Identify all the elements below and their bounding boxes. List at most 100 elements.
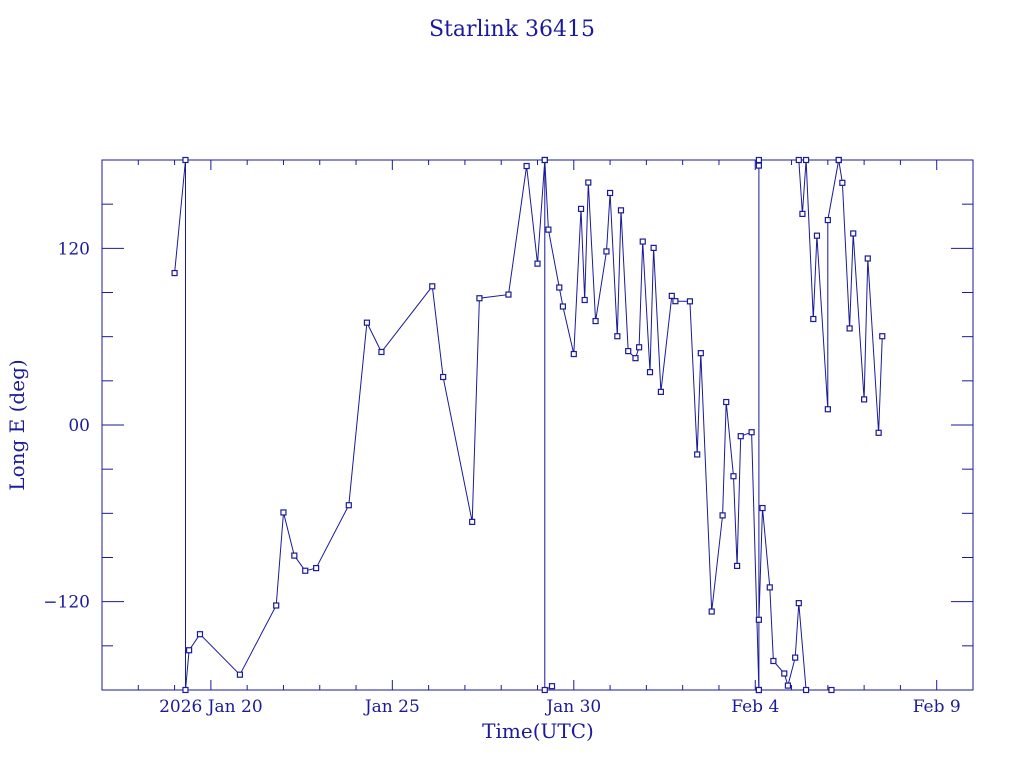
data-point bbox=[846, 325, 853, 332]
data-point bbox=[766, 584, 773, 591]
data-point bbox=[755, 162, 762, 169]
data-point bbox=[570, 350, 577, 358]
data-point bbox=[813, 232, 821, 239]
data-point bbox=[802, 156, 810, 164]
data-point bbox=[646, 369, 654, 376]
data-point bbox=[737, 433, 744, 440]
data-point bbox=[694, 451, 701, 458]
data-point bbox=[784, 682, 792, 689]
data-point bbox=[810, 315, 817, 323]
plot-area bbox=[101, 159, 974, 691]
chart-title: Starlink 36415 bbox=[429, 17, 595, 42]
data-point bbox=[686, 298, 694, 305]
data-point bbox=[378, 348, 385, 356]
plot-frame bbox=[101, 159, 974, 691]
plot-series bbox=[171, 156, 886, 694]
data-point bbox=[850, 230, 857, 237]
data-point bbox=[363, 319, 371, 326]
data-point bbox=[723, 398, 730, 406]
series-line bbox=[544, 159, 760, 691]
data-point bbox=[548, 683, 556, 690]
x-axis-label: Time(UTC) bbox=[482, 719, 594, 743]
data-point bbox=[469, 518, 476, 525]
series-line bbox=[838, 159, 883, 433]
data-point bbox=[697, 350, 704, 357]
data-point bbox=[795, 600, 802, 607]
data-point bbox=[719, 512, 726, 519]
data-point bbox=[770, 657, 777, 665]
data-point bbox=[585, 179, 592, 186]
data-point bbox=[672, 298, 679, 305]
data-point bbox=[534, 260, 541, 267]
data-point bbox=[313, 564, 320, 572]
data-point bbox=[824, 216, 831, 224]
data-point bbox=[759, 504, 766, 512]
data-point bbox=[625, 347, 632, 355]
data-point bbox=[839, 179, 846, 186]
x-tick-label: Jan 25 bbox=[363, 697, 420, 717]
data-point bbox=[581, 296, 588, 304]
data-point bbox=[755, 156, 762, 164]
y-tick-label: −120 bbox=[43, 593, 90, 613]
data-point bbox=[236, 671, 244, 678]
data-point bbox=[802, 686, 810, 694]
x-tick-label: Feb 9 bbox=[913, 697, 961, 717]
data-point bbox=[523, 162, 530, 170]
data-point bbox=[182, 156, 189, 164]
data-point bbox=[828, 686, 835, 694]
data-point bbox=[505, 291, 512, 298]
data-point bbox=[577, 205, 585, 212]
data-point bbox=[291, 552, 298, 559]
x-tick-label: Feb 4 bbox=[731, 697, 779, 717]
data-point bbox=[636, 344, 643, 351]
data-point bbox=[755, 686, 762, 694]
data-point bbox=[875, 429, 882, 436]
data-point bbox=[730, 473, 737, 480]
series-line bbox=[758, 160, 807, 691]
data-point bbox=[755, 616, 762, 623]
data-point bbox=[734, 562, 741, 569]
x-axis: 2026 Jan 20 Jan 25 Jan 30 Feb 4 Feb 9 bbox=[101, 160, 974, 717]
data-point bbox=[617, 207, 625, 214]
data-point bbox=[545, 226, 552, 233]
data-point bbox=[440, 373, 447, 381]
data-point bbox=[592, 317, 599, 325]
data-point bbox=[781, 670, 788, 677]
data-point bbox=[861, 396, 868, 403]
series-line bbox=[174, 159, 553, 691]
data-point bbox=[541, 686, 548, 694]
data-point bbox=[614, 333, 621, 340]
data-point bbox=[748, 429, 755, 436]
data-point bbox=[196, 631, 204, 638]
data-point bbox=[182, 686, 189, 694]
data-point bbox=[835, 156, 842, 164]
data-point bbox=[171, 269, 178, 277]
data-point bbox=[650, 244, 657, 251]
data-point bbox=[280, 509, 287, 516]
data-point bbox=[799, 210, 806, 217]
data-point bbox=[559, 303, 567, 310]
data-point bbox=[273, 602, 280, 609]
y-tick-label: 00 bbox=[68, 416, 90, 436]
data-point bbox=[606, 189, 614, 197]
data-point bbox=[824, 406, 831, 413]
data-point bbox=[429, 283, 436, 290]
data-point bbox=[302, 567, 309, 574]
y-axis-label: Long E (deg) bbox=[5, 359, 29, 490]
data-point bbox=[795, 156, 802, 164]
data-point bbox=[879, 333, 886, 340]
x-tick-label: 2026 Jan 20 bbox=[159, 697, 263, 717]
series-line bbox=[798, 159, 840, 410]
data-point bbox=[556, 284, 563, 291]
data-point bbox=[657, 388, 664, 395]
data-point bbox=[708, 608, 715, 615]
data-point bbox=[792, 654, 799, 661]
data-point bbox=[541, 156, 548, 164]
data-point bbox=[603, 248, 610, 255]
y-tick-label: 120 bbox=[58, 239, 90, 259]
data-point bbox=[668, 292, 675, 299]
data-point bbox=[632, 355, 639, 362]
data-point bbox=[864, 255, 871, 262]
data-point bbox=[639, 238, 646, 245]
